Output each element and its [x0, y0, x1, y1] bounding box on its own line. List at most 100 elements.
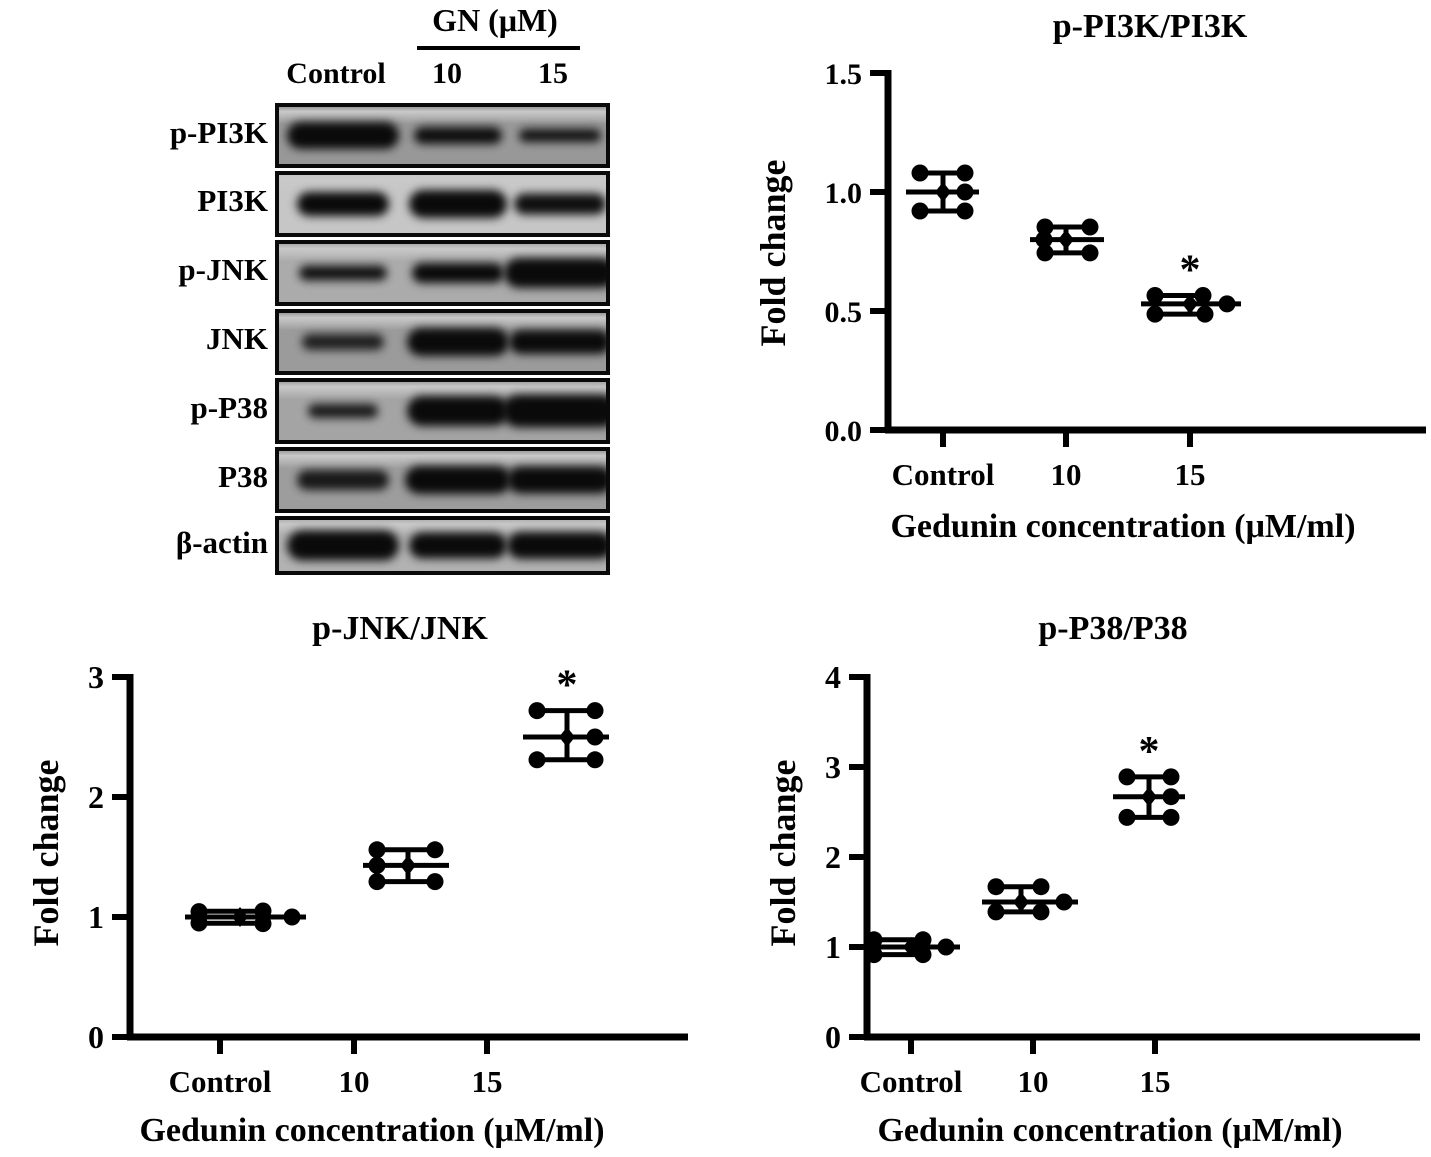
x-tick-label: Control [169, 1064, 272, 1099]
protein-band [287, 530, 399, 561]
x-tick-label: 15 [472, 1064, 503, 1099]
protein-band [297, 470, 389, 490]
blot-row: JNK [0, 309, 660, 375]
scatter-point [865, 946, 883, 964]
scatter-point [1146, 287, 1164, 305]
x-tick-label: 10 [339, 1064, 370, 1099]
scatter-point [1162, 768, 1180, 786]
protein-band [504, 258, 616, 288]
blot-row: p-PI3K [0, 103, 660, 168]
protein-band [308, 404, 378, 418]
blot-row-label: PI3K [197, 183, 268, 218]
scatter-point [586, 702, 604, 720]
protein-band [502, 394, 618, 428]
scatter-point [426, 873, 444, 891]
blot-row-label: P38 [218, 459, 268, 494]
y-tick-label: 2 [88, 779, 104, 815]
mean-diamond [400, 855, 416, 876]
lane-label: Control [286, 57, 386, 90]
blot-strip [275, 309, 611, 375]
scatter-point [1081, 218, 1099, 236]
chart-jnk-ylabel: Fold change [26, 759, 66, 947]
blot-row: p-JNK [0, 240, 660, 306]
scatter-point [914, 946, 932, 964]
protein-band [297, 192, 389, 216]
scatter-point [368, 856, 386, 874]
protein-band [514, 193, 606, 215]
y-tick-label: 0.0 [825, 415, 863, 448]
scatter-point [865, 931, 883, 949]
blot-bands [297, 466, 613, 494]
chart-p38-title: p-P38/P38 [1038, 610, 1188, 647]
protein-band [407, 396, 509, 426]
mean-diamond [559, 727, 575, 747]
chart-pi3k-ylabel: Fold change [753, 159, 793, 347]
x-tick-label: 15 [1140, 1064, 1171, 1099]
blot-strip [275, 516, 613, 575]
scatter-point [586, 751, 604, 769]
chart-pi3k-title: p-PI3K/PI3K [1052, 8, 1248, 45]
blot-row: p-P38 [0, 378, 660, 444]
scatter-point [1118, 808, 1136, 826]
blot-strip [275, 447, 613, 513]
scatter-point [190, 914, 208, 932]
protein-band [405, 466, 511, 494]
blot-row-label: p-PI3K [169, 115, 268, 150]
scatter-point [254, 902, 272, 920]
x-tick-label: 10 [1018, 1064, 1049, 1099]
scatter-point [254, 915, 272, 933]
scatter-point [1162, 808, 1180, 826]
mean-diamond [935, 182, 951, 202]
scatter-point [528, 751, 546, 769]
protein-band [412, 263, 504, 283]
y-tick-label: 1.5 [825, 58, 863, 91]
chart-p38-xlabel: Gedunin concentration (μM/ml) [877, 1112, 1343, 1149]
protein-band [507, 532, 613, 559]
protein-band [302, 334, 384, 350]
scatter-point [1055, 893, 1073, 911]
scatter-point [987, 878, 1005, 896]
blot-strip [275, 103, 610, 168]
blot-bands [297, 190, 606, 218]
blot-bands [302, 328, 611, 356]
blot-row: β-actin [0, 516, 660, 575]
lane-label: 15 [538, 57, 568, 90]
x-tick-label: Control [860, 1064, 963, 1099]
y-tick-label: 0 [88, 1019, 104, 1055]
significance-star: * [557, 663, 578, 709]
scatter-point [1218, 295, 1236, 313]
y-tick-label: 0.5 [825, 296, 863, 329]
scatter-point [1032, 878, 1050, 896]
scatter-point [956, 183, 974, 201]
treatment-header: GN (μM) [432, 2, 558, 38]
blot-strip [275, 240, 616, 306]
scatter-point [368, 873, 386, 891]
blot-row-label: p-P38 [190, 390, 269, 425]
protein-band [407, 328, 509, 356]
protein-band [287, 122, 399, 149]
scatter-point [1196, 305, 1214, 323]
scatter-point [911, 164, 929, 182]
protein-band [519, 129, 601, 142]
mean-diamond [1058, 229, 1074, 250]
scatter-point [914, 931, 932, 949]
chart-jnk-xlabel: Gedunin concentration (μM/ml) [139, 1112, 605, 1149]
y-tick-label: 1 [825, 929, 841, 965]
protein-band [409, 532, 507, 559]
scatter-point [426, 841, 444, 859]
mean-diamond [232, 907, 248, 927]
y-tick-label: 3 [88, 659, 104, 695]
scatter-point [1118, 768, 1136, 786]
blot-bands [287, 122, 601, 149]
x-tick-label: 15 [1175, 457, 1206, 492]
scatter-point [1146, 305, 1164, 323]
scatter-point [911, 202, 929, 220]
scatter-point [1032, 903, 1050, 921]
protein-band [509, 330, 611, 354]
scatter-point [1162, 788, 1180, 806]
treatment-underline [417, 46, 580, 50]
scatter-point [1194, 287, 1212, 305]
x-tick-label: 10 [1051, 457, 1082, 492]
y-tick-label: 4 [825, 659, 841, 695]
